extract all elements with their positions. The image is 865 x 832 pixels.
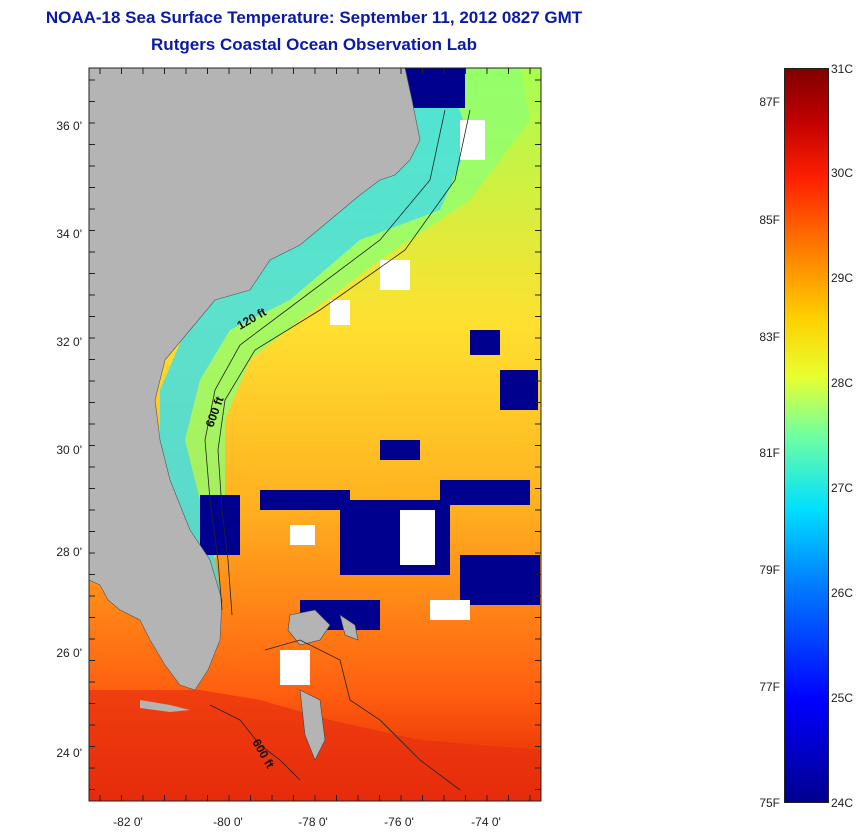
lon-label: -78 0' [298,815,328,829]
no-data-patches [280,120,485,685]
colorbar-c-label: 30C [831,166,854,180]
lat-label: 36 0' [56,119,82,133]
colorbar-f-label: 85F [759,213,780,227]
colorbar-c-label: 31C [831,62,854,76]
colorbar-c-label: 25C [831,691,854,705]
colorbar-c-label: 28C [831,376,854,390]
lat-label: 28 0' [56,545,82,559]
land-bahamas [287,609,359,761]
lon-label: -76 0' [384,815,414,829]
colorbar-c-label: 29C [831,271,854,285]
colorbar-f-label: 87F [759,95,780,109]
colorbar-f-label: 77F [759,680,780,694]
land-mainland [89,68,421,691]
lon-label: -80 0' [213,815,243,829]
chart-subtitle: Rutgers Coastal Ocean Observation Lab [151,35,477,54]
contour-600ft [217,109,471,616]
land-keys [140,700,190,712]
lat-label: 26 0' [56,646,82,660]
colorbar-c-label: 27C [831,481,854,495]
chart-title: NOAA-18 Sea Surface Temperature: Septemb… [45,8,583,27]
colorbar-f-label: 83F [759,330,780,344]
contour-bahamas [209,639,461,791]
colorbar-f-label: 79F [759,563,780,577]
colorbar-c-label: 26C [831,586,854,600]
colorbar-f-label: 75F [759,796,780,810]
lon-label: -82 0' [113,815,143,829]
lat-label: 32 0' [56,335,82,349]
colorbar [784,68,829,803]
colorbar-c-label: 24C [831,796,854,810]
lon-label: -74 0' [471,815,501,829]
axis-ticks [89,68,541,801]
lat-label: 30 0' [56,443,82,457]
coastal-cool-band [160,68,470,610]
contour-120ft [204,109,446,611]
colorbar-f-label: 81F [759,446,780,460]
lat-label: 34 0' [56,227,82,241]
lat-label: 24 0' [56,746,82,760]
